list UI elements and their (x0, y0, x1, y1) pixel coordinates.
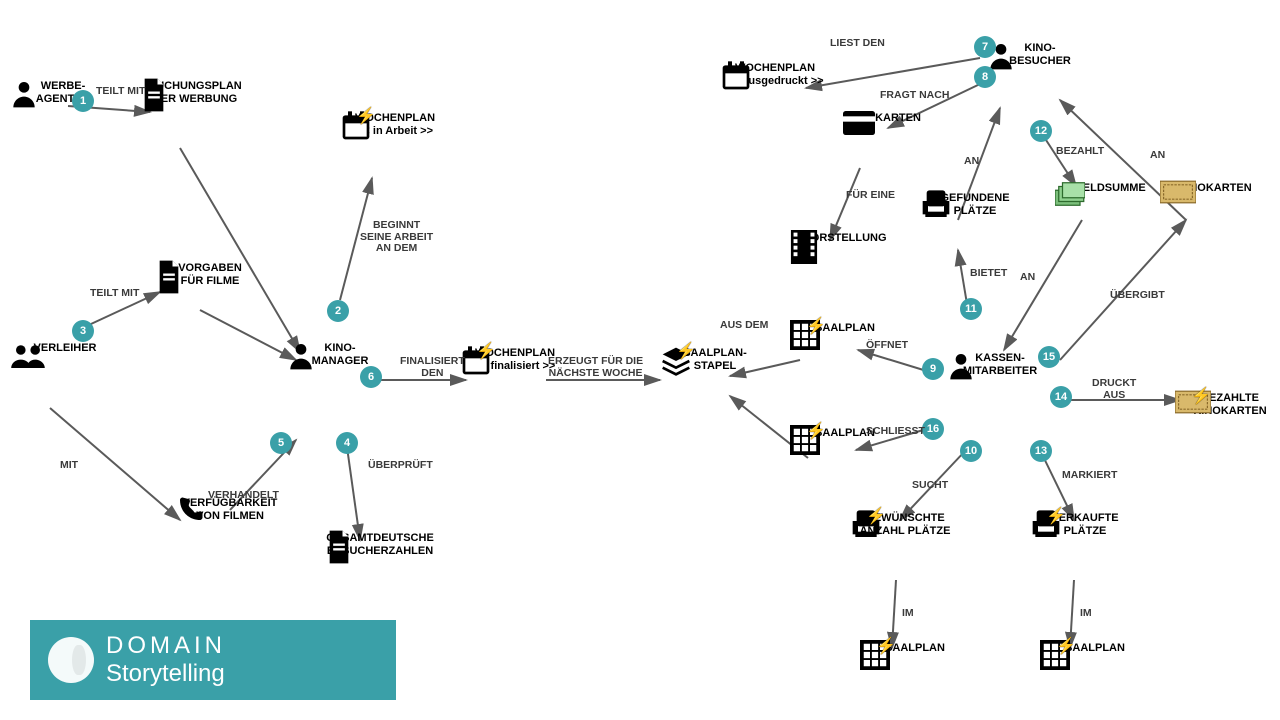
edge-label: FRAGT NACH (880, 90, 949, 102)
node-vorgaben: VORGABENFÜR FILME (155, 260, 265, 287)
sequence-badge: 7 (974, 36, 996, 58)
node-label: KARTEN (875, 112, 921, 124)
lightning-icon: ⚡ (1056, 636, 1076, 656)
edge-arrow (806, 58, 980, 88)
lightning-icon: ⚡ (1046, 506, 1066, 526)
edge-arrow (200, 310, 296, 360)
sequence-badge: 10 (960, 440, 982, 462)
edge-label: BIETET (970, 268, 1007, 280)
sequence-badge: 13 (1030, 440, 1052, 462)
edge-label: ÜBERPRÜFT (368, 460, 433, 472)
lightning-icon: ⚡ (676, 341, 696, 361)
edge-label: DRUCKTAUS (1092, 378, 1136, 401)
sequence-badge: 8 (974, 66, 996, 88)
edge-label: ÜBERGIBT (1110, 290, 1165, 302)
edge-label: MIT (60, 460, 78, 472)
sequence-badge: 11 (960, 298, 982, 320)
domain-storytelling-logo: DOMAINStorytelling (30, 620, 396, 700)
node-kinomanager: KINO-MANAGER (285, 340, 395, 367)
edge-label: AN (964, 156, 979, 168)
edge-label: AN (1020, 272, 1035, 284)
lightning-icon: ⚡ (866, 506, 886, 526)
edge-label: ERZEUGT FÜR DIENÄCHSTE WOCHE (548, 356, 643, 379)
lightning-icon: ⚡ (806, 421, 826, 441)
edge-label: IM (902, 608, 914, 620)
node-besucherzahlen: GESAMTDEUTSCHEBESUCHERZAHLEN (325, 530, 435, 557)
sequence-badge: 14 (1050, 386, 1072, 408)
edge-label: TEILT MIT (96, 86, 145, 98)
edge-label: MARKIERT (1062, 470, 1117, 482)
node-karten: KARTEN (843, 110, 953, 125)
edge-label: IM (1080, 608, 1092, 620)
sequence-badge: 12 (1030, 120, 1052, 142)
node-label: KINO-BESUCHER (1009, 42, 1071, 67)
edge-label: SCHLIESST (866, 426, 925, 438)
sequence-badge: 15 (1038, 346, 1060, 368)
sequence-badge: 16 (922, 418, 944, 440)
edge-label: SUCHT (912, 480, 948, 492)
node-kinobesucher: KINO-BESUCHER (985, 40, 1095, 67)
node-verleiher: VERLEIHER (10, 340, 120, 355)
lightning-icon: ⚡ (476, 341, 496, 361)
lightning-icon: ⚡ (1191, 386, 1211, 406)
sequence-badge: 2 (327, 300, 349, 322)
lightning-icon: ⚡ (876, 636, 896, 656)
node-vorstellung: VORSTELLUNG (790, 230, 900, 245)
node-label: VORGABENFÜR FILME (178, 262, 242, 287)
node-buchungsplan: BUCHUNGSPLANDER WERBUNG (140, 78, 250, 105)
node-label: KINO-MANAGER (312, 342, 369, 367)
lightning-icon: ⚡ (356, 106, 376, 126)
node-geldsumme: GELDSUMME (1055, 180, 1165, 195)
node-kinokarten: KINOKARTEN (1160, 180, 1270, 195)
edge-label: LIEST DEN (830, 38, 885, 50)
lightning-icon: ⚡ (806, 316, 826, 336)
edge-label: FÜR EINE (846, 190, 895, 202)
edge-label: TEILT MIT (90, 288, 139, 300)
edge-label: BEZAHLT (1056, 146, 1104, 158)
edge-label: ÖFFNET (866, 340, 908, 352)
edge-arrow (346, 440, 360, 540)
edge-label: BEGINNTSEINE ARBEITAN DEM (360, 220, 433, 255)
logo-icon (48, 637, 94, 683)
node-gefundene: GEFUNDENEPLÄTZE (920, 190, 1030, 217)
sequence-badge: 3 (72, 320, 94, 342)
sequence-badge: 4 (336, 432, 358, 454)
edge-arrow (1004, 220, 1082, 350)
logo-text: DOMAINStorytelling (106, 632, 226, 688)
edge-label: AUS DEM (720, 320, 768, 332)
edge-label: VERHANDELT (208, 490, 279, 502)
edge-arrow (858, 350, 930, 372)
edge-label: FINALISIERTDEN (400, 356, 465, 379)
node-wochenplan_druck: WOCHENPLAN<< ausgedruckt >> (720, 60, 830, 87)
sequence-badge: 1 (72, 90, 94, 112)
edge-label: AN (1150, 150, 1165, 162)
sequence-badge: 9 (922, 358, 944, 380)
edge-arrow (180, 148, 300, 352)
sequence-badge: 5 (270, 432, 292, 454)
sequence-badge: 6 (360, 366, 382, 388)
